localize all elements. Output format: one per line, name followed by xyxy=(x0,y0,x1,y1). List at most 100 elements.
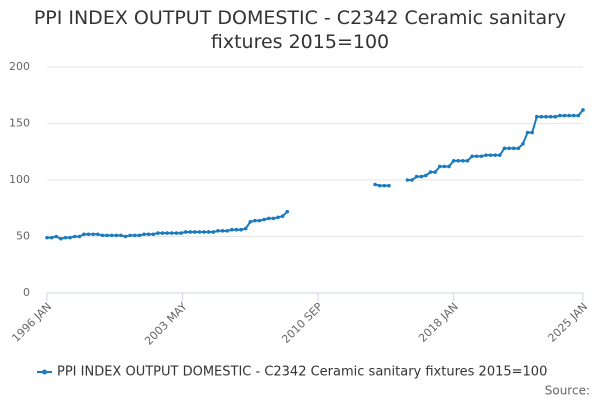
data-point xyxy=(410,178,414,182)
data-point xyxy=(77,234,82,239)
series-line xyxy=(407,109,584,181)
data-point xyxy=(142,232,146,237)
data-point xyxy=(86,232,91,237)
y-tick-label: 50 xyxy=(16,230,30,243)
data-point xyxy=(59,236,63,241)
data-point xyxy=(488,153,493,157)
data-point xyxy=(493,153,498,157)
data-point xyxy=(220,229,225,233)
data-point xyxy=(160,231,165,235)
data-point xyxy=(456,158,461,163)
data-point xyxy=(539,114,544,119)
data-point xyxy=(188,230,193,234)
data-point xyxy=(114,233,119,238)
legend-marker xyxy=(42,369,47,375)
x-tick-label: 2003 MAY xyxy=(142,300,190,348)
data-point xyxy=(581,108,585,112)
data-point xyxy=(507,146,511,151)
x-tick-label: 2010 SEP xyxy=(279,300,325,346)
data-point xyxy=(174,231,179,235)
data-point xyxy=(442,164,447,169)
data-point xyxy=(151,232,156,237)
data-point xyxy=(96,232,100,237)
data-point xyxy=(193,230,197,234)
data-point xyxy=(516,146,521,151)
data-point xyxy=(280,214,285,218)
data-point xyxy=(216,229,220,233)
data-point xyxy=(447,164,451,169)
data-point xyxy=(63,235,68,240)
data-point xyxy=(91,232,96,237)
data-point xyxy=(72,234,77,239)
data-point xyxy=(567,113,571,118)
chart-title: PPI INDEX OUTPUT DOMESTIC - C2342 Cerami… xyxy=(33,7,567,53)
data-point xyxy=(128,233,132,238)
y-tick-label: 150 xyxy=(9,117,30,130)
data-point xyxy=(109,233,114,238)
data-point xyxy=(211,230,216,234)
data-point xyxy=(82,232,86,237)
data-point xyxy=(548,114,553,119)
data-point xyxy=(387,183,391,188)
data-point xyxy=(525,130,530,135)
data-point xyxy=(266,216,271,221)
data-point xyxy=(502,146,507,151)
data-point xyxy=(234,227,239,232)
data-point xyxy=(521,142,525,146)
data-point xyxy=(377,183,382,188)
data-point xyxy=(479,154,484,159)
data-point xyxy=(562,113,567,118)
data-point xyxy=(45,235,49,240)
y-tick-label: 0 xyxy=(23,286,30,299)
y-tick-label: 200 xyxy=(9,60,30,73)
data-point xyxy=(470,154,474,159)
data-point xyxy=(433,170,437,174)
data-point xyxy=(419,174,424,179)
x-tick-label: 1996 JAN xyxy=(9,300,54,345)
data-point xyxy=(474,154,479,159)
data-point xyxy=(105,233,109,238)
data-point xyxy=(530,130,534,135)
data-point xyxy=(465,158,470,163)
data-point xyxy=(558,113,562,118)
data-point xyxy=(239,227,243,232)
series-line xyxy=(374,183,389,187)
data-point xyxy=(373,182,377,187)
data-point xyxy=(137,233,142,238)
data-point xyxy=(202,230,206,234)
data-point xyxy=(248,220,253,224)
data-point xyxy=(576,113,581,118)
data-point xyxy=(405,178,410,182)
source: Source: xyxy=(545,384,590,398)
data-point xyxy=(68,235,72,240)
data-point xyxy=(253,218,257,223)
data-point xyxy=(179,231,183,235)
data-point xyxy=(119,233,123,238)
data-point xyxy=(553,114,558,119)
data-point xyxy=(428,170,433,174)
data-point xyxy=(382,183,387,188)
data-point xyxy=(243,226,248,231)
data-point xyxy=(123,234,128,239)
data-point xyxy=(498,153,502,157)
data-point xyxy=(461,158,465,163)
data-point xyxy=(197,230,202,234)
data-point xyxy=(271,216,276,221)
data-point xyxy=(544,114,548,119)
data-point xyxy=(230,227,234,232)
data-point xyxy=(206,230,211,234)
data-point xyxy=(534,114,539,119)
data-point xyxy=(571,113,576,118)
data-point xyxy=(451,158,456,163)
data-point xyxy=(262,217,266,222)
data-point xyxy=(156,231,160,235)
data-point xyxy=(414,174,419,179)
data-point xyxy=(484,153,488,157)
data-point xyxy=(285,209,290,214)
data-point xyxy=(437,164,442,169)
x-tick-label: 2018 JAN xyxy=(416,300,461,345)
data-point xyxy=(169,231,174,235)
y-tick-label: 100 xyxy=(9,173,30,186)
